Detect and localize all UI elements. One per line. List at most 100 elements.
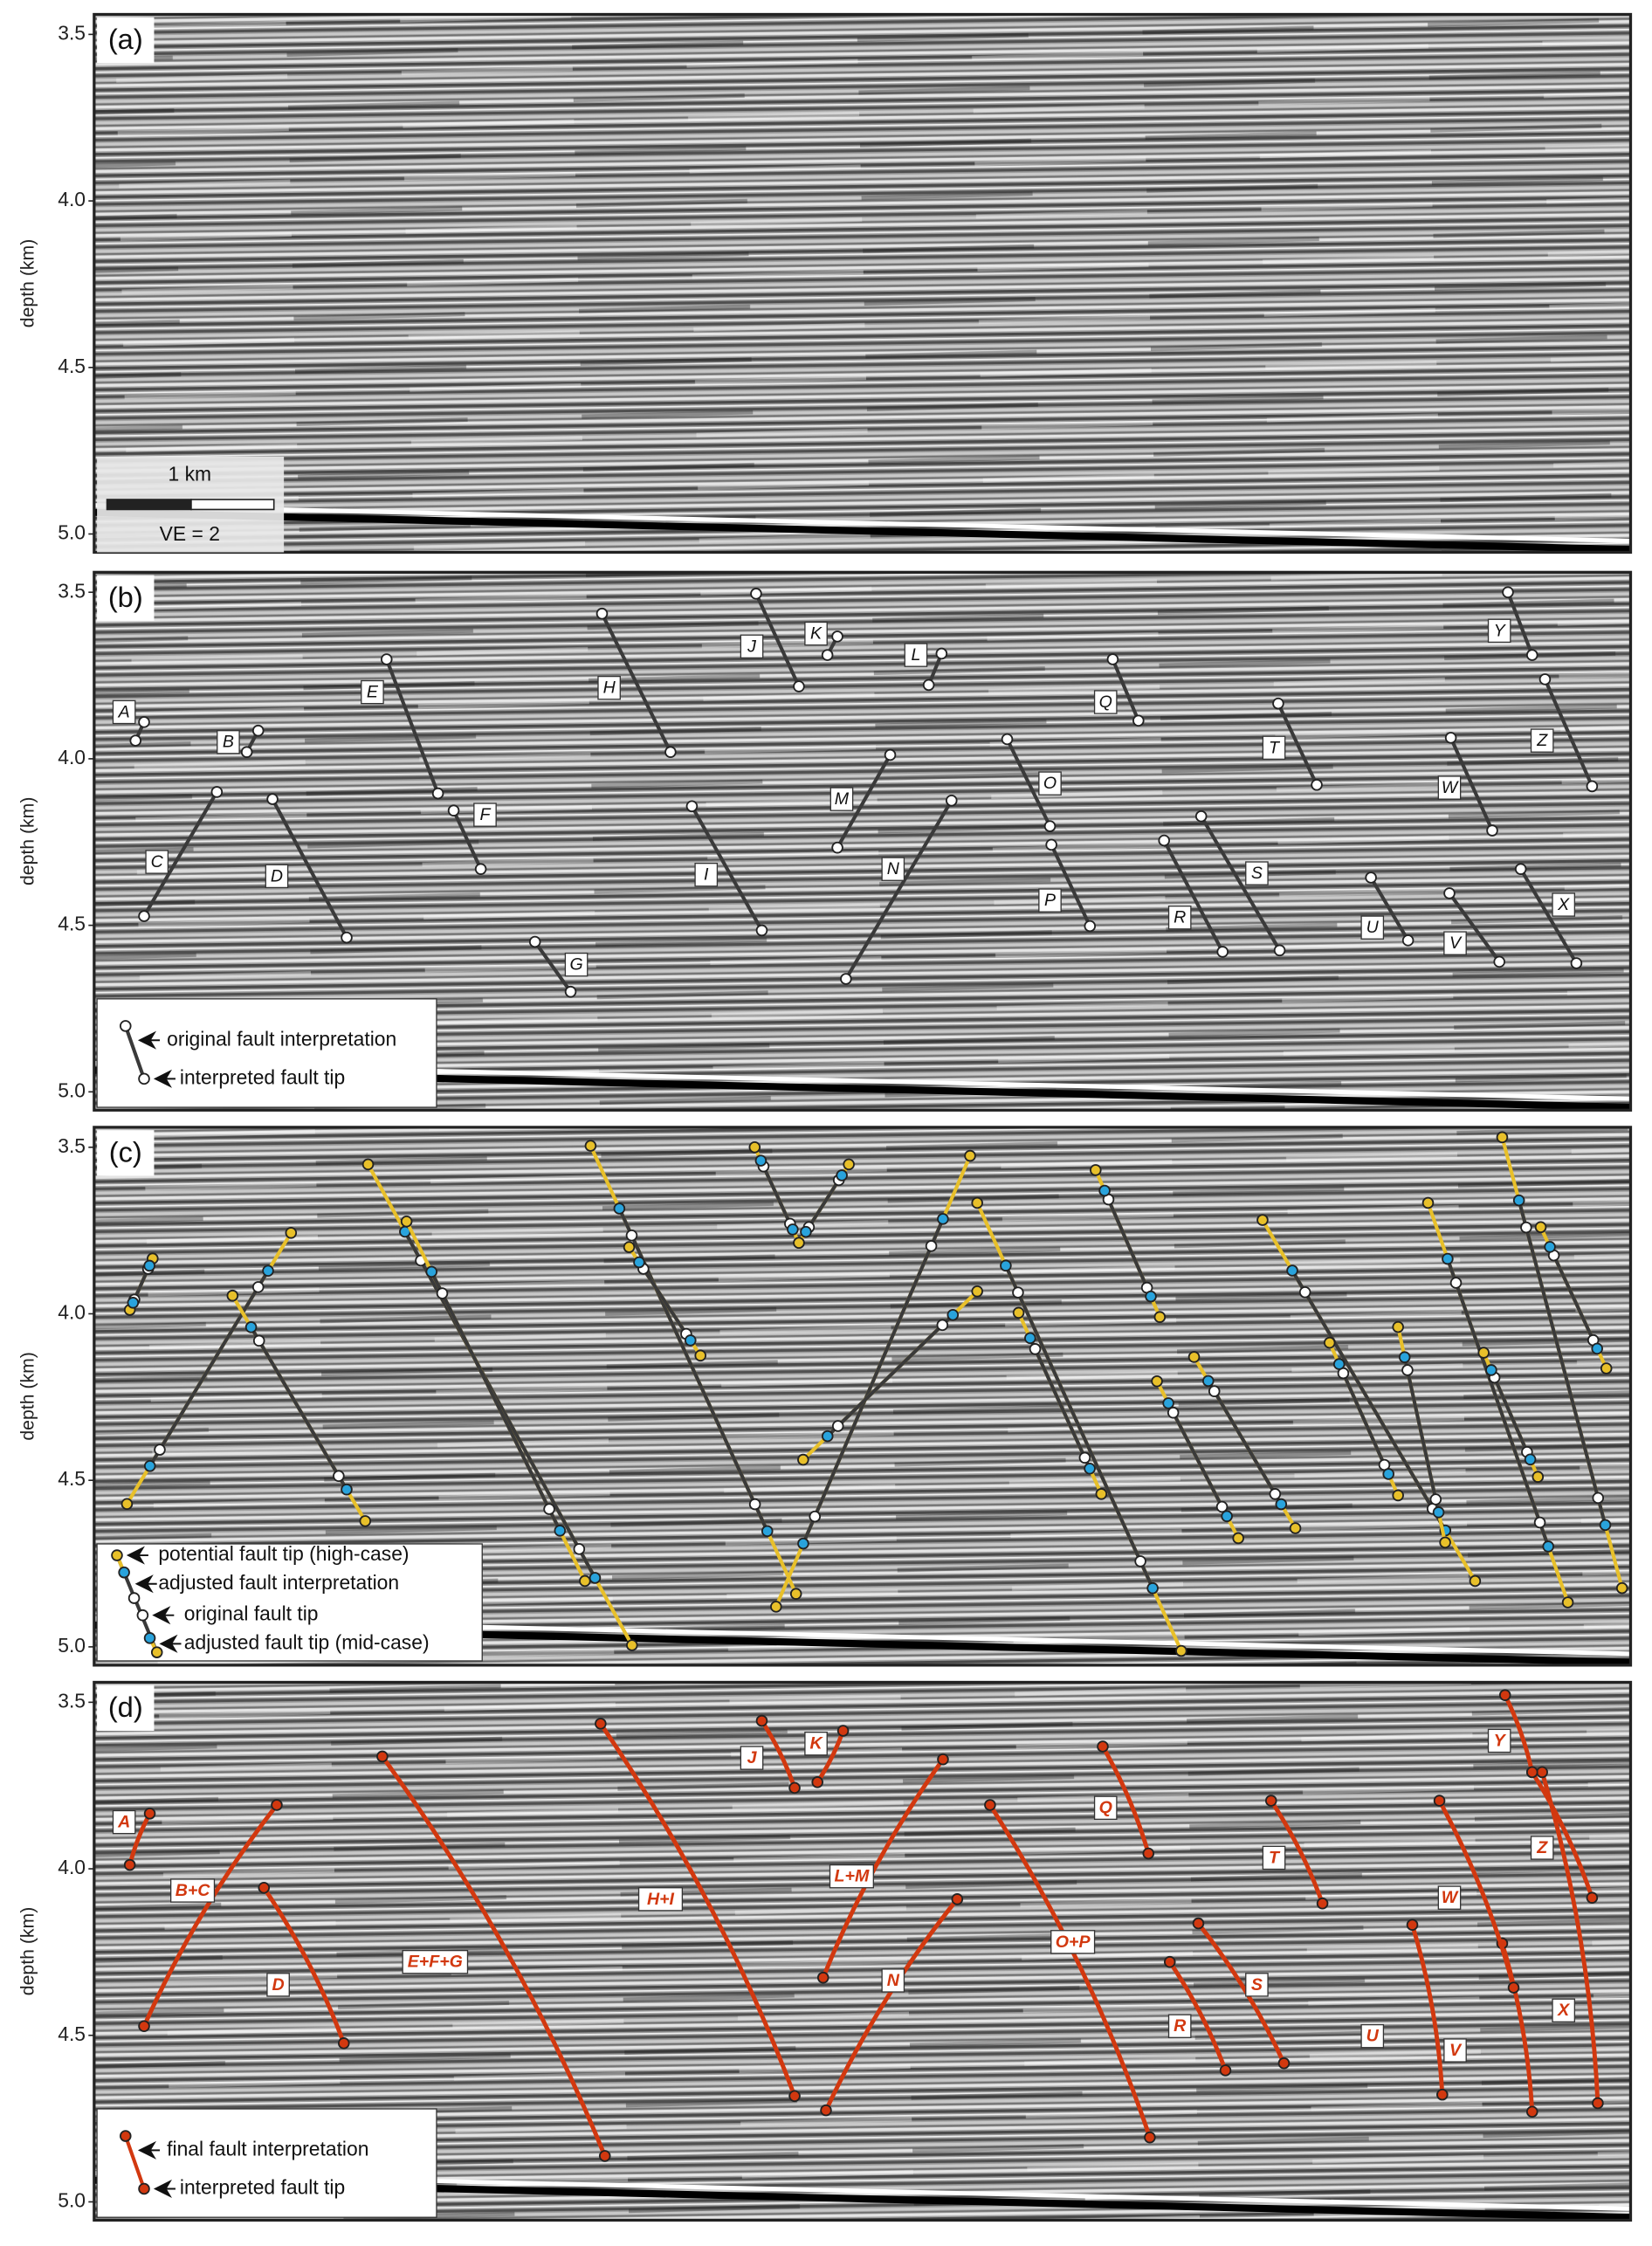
fault-label: O [1043,774,1057,793]
fault-tip [1592,2097,1604,2110]
fault-label-box [1487,618,1511,644]
fault-label-box [112,699,136,725]
mid-case-tip [797,1537,809,1550]
fault-tip [1084,920,1097,933]
high-case-tip [1561,1596,1574,1609]
fault-tip [935,647,948,660]
fault-tip [836,1725,850,1737]
fault-tip [1272,697,1284,710]
fault-label: C [151,852,164,872]
legend-text: interpreted fault tip [180,2176,345,2199]
high-case-tip [1012,1306,1025,1319]
fault-tip [258,1881,271,1894]
fault-tip [884,748,897,761]
high-case-tip [1095,1488,1108,1500]
fault-label: V [1449,2041,1463,2060]
legend-box [96,2108,437,2218]
adjusted-fault [1103,1189,1153,1298]
fault-tip [129,734,141,747]
fault-tip [1536,1766,1548,1779]
legend-arrow [152,1606,175,1625]
mid-case-tip [1000,1259,1012,1272]
legend-line [123,2135,146,2190]
scale-bar-black [106,499,192,511]
mid-case-tip [1221,1510,1233,1523]
adjusted-fault [430,1271,562,1532]
mid-case-tip [554,1525,567,1537]
fault-label-box [1245,861,1269,885]
fault [1277,702,1318,786]
fault-label-box [804,1732,828,1756]
adjusted-fault [1490,1369,1532,1461]
fault-tip [821,649,834,661]
fault-label: N [887,1971,900,1990]
high-case-tip [793,1237,805,1250]
legend-tip [119,1020,132,1032]
fault-label: Q [1099,692,1112,712]
high-case-tip [1421,1196,1435,1209]
legend-tip [118,1566,130,1579]
high-case-tip [1151,1374,1163,1388]
fault-tip [1142,1847,1155,1860]
y-tick-label: 5.0 [58,521,86,544]
panel-label-box [97,1130,155,1176]
adjusted-fault [148,1270,270,1467]
strong-reflector [93,508,1631,554]
mid-case-tip [937,1213,949,1225]
fault-label-box [1038,888,1062,913]
fault-label-box [1437,1885,1462,1910]
panel-frame [93,12,1633,555]
mid-case-tip [1442,1252,1454,1265]
mid-case-tip [143,1259,155,1272]
fault-tip [595,1718,607,1730]
fault-label: F [480,805,492,824]
fault-tip [595,607,609,620]
fault [754,592,801,687]
fault-tip [1158,834,1171,847]
fault-label: D [271,866,283,885]
fault-label: K [809,1734,823,1753]
fault-label-box [637,1887,684,1912]
fault-label-box [1093,690,1118,714]
fault-tip [788,1781,801,1795]
fault [1162,839,1225,953]
mid-case-tip [1512,1194,1525,1207]
legend-tip [111,1549,123,1561]
fault [600,612,672,754]
fault-label-box [1443,2038,1467,2063]
legend-box [96,998,437,1108]
fault-label: R [1174,2016,1187,2036]
fault-label: K [810,624,823,644]
fault-tip [1406,1919,1419,1932]
high-case-tip [226,1289,239,1302]
y-tick-label: 5.0 [58,2189,86,2212]
fault [1543,679,1594,788]
fault-tip [1045,838,1057,851]
y-tick-label: 3.5 [58,1689,86,1712]
fault-label: A [117,1813,130,1832]
high-case-tip [1392,1320,1404,1333]
final-fault [1410,1924,1445,2095]
fault-tip [831,841,843,854]
fault-tip [1311,778,1323,791]
fault-label-box [1530,728,1554,753]
final-fault [1437,1799,1516,1988]
final-fault [1167,1960,1228,2071]
high-case-tip [694,1349,707,1362]
fault-tip [337,2037,350,2050]
legend-text: final fault interpretation [167,2137,368,2160]
fault-label-box [1360,915,1385,940]
high-case-tip [843,1158,855,1171]
y-tick-label: 3.5 [58,1134,86,1157]
fault-tip [816,1971,829,1984]
original-tip [1449,1277,1463,1289]
original-tip [625,1229,638,1242]
fault-label-box [740,1746,764,1770]
fault-label: Q [1099,1798,1112,1817]
high-case-tip [1532,1471,1545,1483]
high-case-tip [120,1498,134,1511]
adjusted-fault [1167,1402,1229,1518]
high-case-tip [770,1601,782,1613]
high-case-tip [1392,1489,1404,1502]
final-fault [1100,1745,1151,1855]
